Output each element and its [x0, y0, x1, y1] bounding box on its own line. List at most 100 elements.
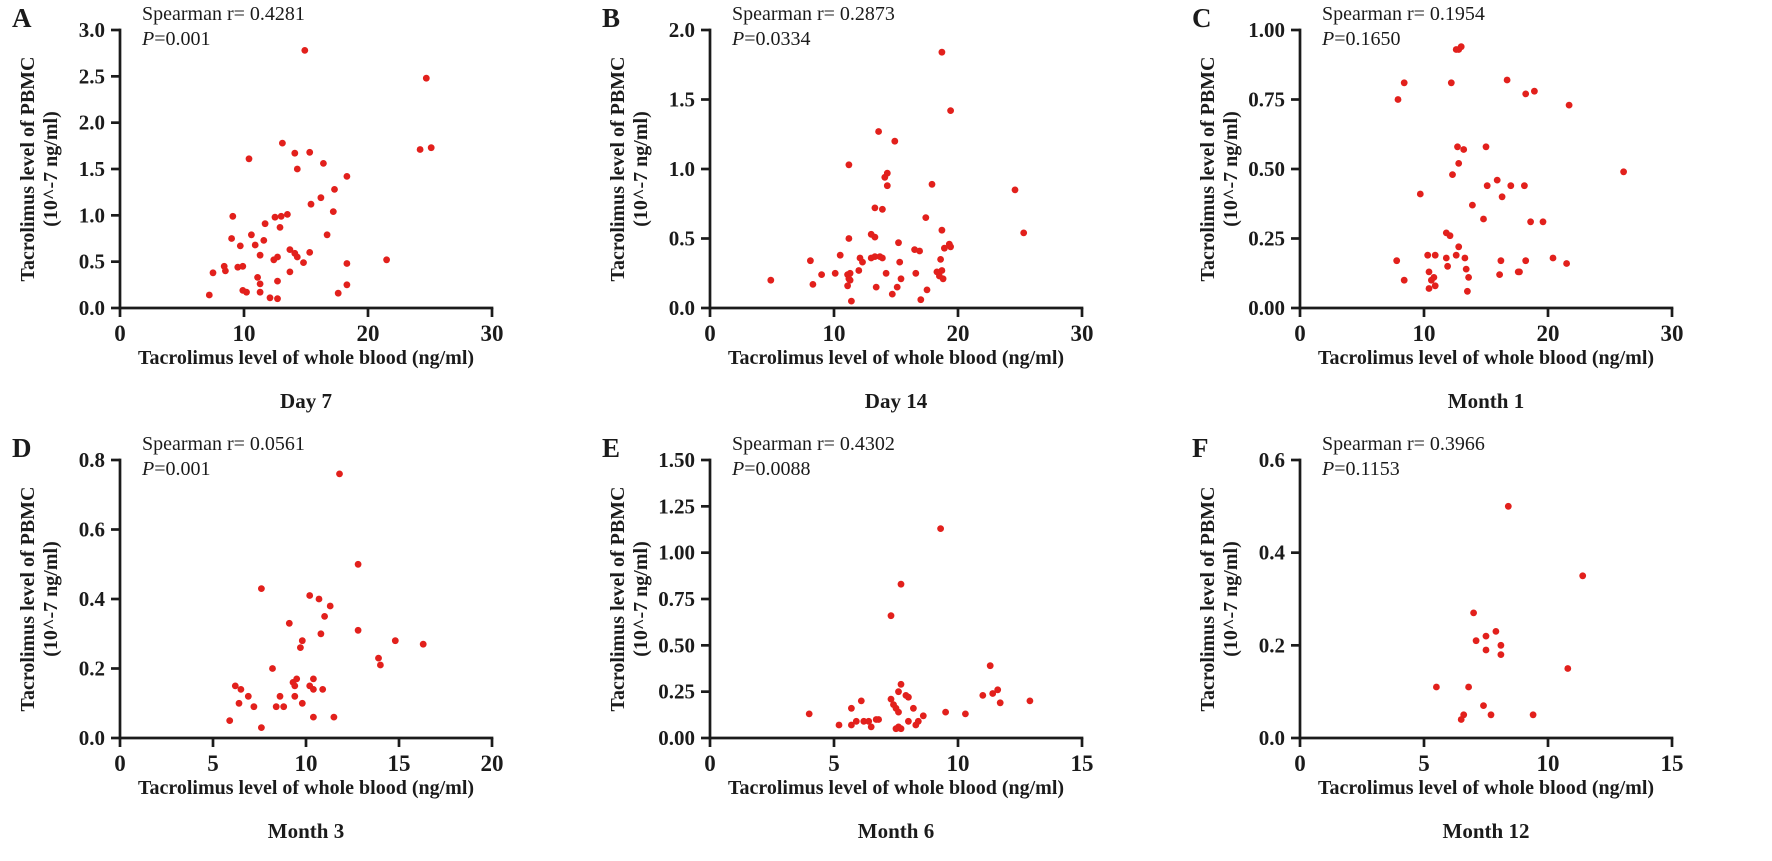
data-point — [243, 288, 250, 296]
scatter-plot: 0.00 0.25 0.50 0.75 1.00 1.25 1.50 0 5 10 15 — [658, 448, 1094, 775]
data-point — [261, 220, 269, 228]
data-point — [867, 723, 875, 731]
data-point — [1452, 251, 1460, 259]
data-point — [274, 295, 281, 303]
panel-letter: C — [1192, 3, 1212, 33]
data-point — [306, 592, 314, 599]
data-point — [872, 283, 880, 291]
y-tick-label: 0.0 — [79, 296, 105, 320]
data-point — [938, 48, 946, 56]
stats-annotation: Spearman r= 0.4281 P=0.001 — [142, 2, 305, 52]
y-tick-label: 0.25 — [658, 680, 695, 704]
data-point — [256, 288, 264, 296]
stats-annotation: Spearman r= 0.3966 P=0.1153 — [1322, 432, 1485, 482]
x-axis-label: Tacrolimus level of whole blood (ng/ml) — [727, 777, 1065, 799]
data-point — [330, 713, 338, 721]
data-point — [846, 276, 854, 284]
stats-annotation: Spearman r= 0.0561 P=0.001 — [142, 432, 305, 482]
x-tick-label: 20 — [1537, 321, 1560, 345]
data-point — [310, 713, 317, 721]
p-value-text: P=0.0334 — [732, 27, 895, 52]
data-point — [427, 144, 435, 152]
data-point — [209, 269, 217, 277]
data-point — [1522, 257, 1530, 265]
data-point — [818, 271, 825, 278]
data-point — [1527, 218, 1534, 226]
data-point — [848, 297, 855, 305]
data-point — [807, 257, 814, 265]
data-point — [222, 267, 229, 275]
data-point — [1400, 276, 1408, 284]
data-point — [1393, 257, 1401, 265]
data-point — [844, 282, 851, 290]
p-value: =0.1650 — [1334, 28, 1401, 50]
data-point — [310, 675, 317, 683]
p-symbol: P — [142, 458, 155, 480]
data-point — [254, 274, 261, 281]
data-point — [895, 708, 902, 716]
p-symbol: P — [1322, 458, 1335, 480]
y-tick-label: 0.2 — [79, 657, 105, 681]
p-value-text: P=0.0088 — [732, 457, 895, 482]
data-point — [291, 149, 299, 157]
x-tick-label: 0 — [1294, 751, 1306, 775]
data-point — [1460, 146, 1468, 153]
data-point — [237, 686, 245, 693]
x-tick-label: 10 — [1537, 751, 1560, 775]
x-tick-label: 0 — [114, 321, 126, 345]
data-point — [286, 246, 294, 254]
data-point — [320, 160, 327, 167]
data-point — [248, 231, 255, 239]
panel-b-day14: B Spearman r= 0.2873 P=0.0334 Tacrolimus… — [590, 0, 1180, 430]
panel-d-month3: D Spearman r= 0.0561 P=0.001 Tacrolimus … — [0, 430, 590, 861]
data-point — [892, 725, 900, 733]
y-tick-label: 1.0 — [79, 203, 105, 227]
spearman-r-text: Spearman r= 0.4281 — [142, 3, 305, 25]
data-point — [236, 242, 244, 250]
data-point — [1531, 87, 1538, 95]
data-point — [1425, 268, 1433, 276]
data-point — [231, 682, 239, 690]
x-tick-label: 0 — [1294, 321, 1306, 345]
p-value: =0.001 — [154, 28, 211, 50]
stats-annotation: Spearman r= 0.1954 P=0.1650 — [1322, 2, 1485, 52]
data-point — [310, 686, 317, 693]
spearman-r-text: Spearman r= 0.4302 — [732, 433, 895, 455]
scatter-plot: 0.0 0.2 0.4 0.6 0.8 0 5 10 15 20 — [79, 448, 504, 775]
data-point — [1522, 90, 1530, 98]
data-point — [905, 717, 912, 725]
data-point — [1470, 609, 1477, 617]
data-point — [280, 703, 288, 711]
data-point — [383, 256, 390, 264]
data-point — [354, 560, 362, 568]
data-point — [258, 585, 265, 592]
data-point — [879, 254, 886, 262]
panel-e-month6: E Spearman r= 0.4302 P=0.0088 Tacrolimus… — [590, 430, 1180, 861]
y-tick-label: 0.8 — [79, 448, 105, 472]
data-point — [1529, 711, 1537, 719]
data-point — [1428, 276, 1435, 284]
data-point — [317, 194, 325, 202]
x-tick-label: 15 — [1071, 751, 1094, 775]
data-point — [905, 693, 912, 701]
data-point — [912, 269, 920, 277]
data-point — [297, 644, 304, 651]
data-point — [809, 281, 817, 288]
data-point — [1480, 702, 1487, 709]
data-point — [938, 226, 946, 234]
data-point — [923, 286, 931, 294]
y-tick-label: 0.6 — [1259, 448, 1285, 472]
data-point — [300, 259, 307, 266]
data-point — [1539, 218, 1547, 226]
data-point — [848, 721, 855, 729]
data-point — [897, 725, 905, 733]
p-value: =0.1153 — [1334, 458, 1400, 480]
y-tick-label: 0.50 — [658, 633, 695, 657]
y-tick-label: 0.00 — [658, 726, 695, 750]
panel-title: Month 6 — [857, 819, 935, 843]
data-point — [293, 165, 301, 173]
panel-a-day7: A Spearman r= 0.4281 P=0.001 Tacrolimus … — [0, 0, 590, 430]
data-point — [1492, 628, 1500, 635]
data-point — [1020, 229, 1028, 237]
